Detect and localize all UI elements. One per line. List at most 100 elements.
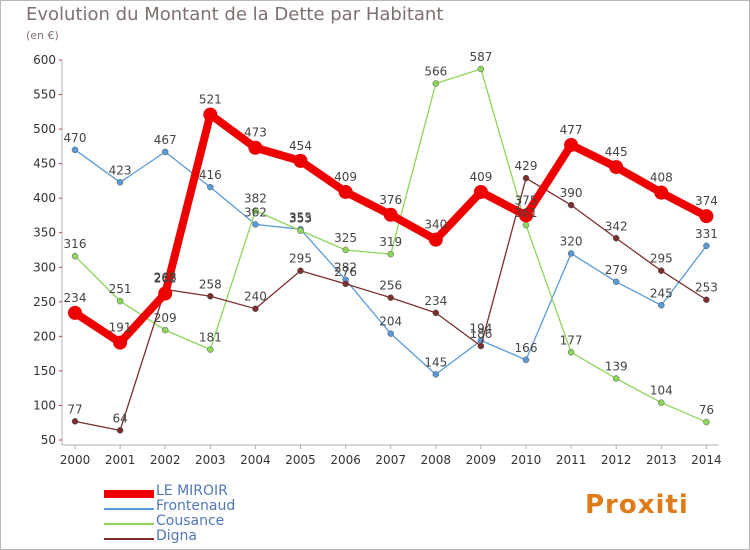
- data-point-le-miroir: [654, 185, 669, 200]
- logo-text: Proxiti: [585, 490, 689, 520]
- data-label-frontenaud: 204: [379, 315, 402, 329]
- data-label-cousance: 587: [469, 50, 492, 64]
- data-label-digna: 295: [289, 252, 312, 266]
- y-tick-label: 500: [33, 122, 56, 136]
- data-label-digna: 186: [469, 327, 492, 341]
- legend-label: LE MIROIR: [156, 483, 228, 499]
- y-tick-label: 200: [33, 329, 56, 343]
- x-tick-label: 2007: [375, 453, 406, 467]
- data-point-digna: [252, 305, 259, 312]
- data-label-frontenaud: 423: [109, 163, 132, 177]
- data-point-digna: [342, 280, 349, 288]
- data-label-le-miroir: 408: [650, 171, 673, 185]
- data-label-frontenaud: 355: [289, 210, 312, 224]
- data-label-cousance: 139: [605, 360, 628, 374]
- data-label-frontenaud: 145: [424, 355, 447, 369]
- data-point-cousance: [71, 252, 79, 260]
- legend-swatch: [104, 538, 154, 540]
- data-label-frontenaud: 362: [244, 205, 267, 219]
- data-label-le-miroir: 234: [64, 291, 87, 305]
- y-tick-label: 600: [33, 53, 56, 67]
- legend-label: Cousance: [156, 513, 225, 529]
- data-point-cousance: [477, 65, 485, 73]
- data-point-digna: [522, 174, 530, 182]
- data-label-digna: 256: [379, 279, 402, 293]
- proxiti-logo: Proxiti: [585, 490, 689, 520]
- data-point-le-miroir: [383, 207, 398, 222]
- data-label-cousance: 353: [289, 212, 312, 226]
- data-label-digna: 258: [199, 277, 222, 291]
- y-tick-label: 150: [33, 364, 56, 378]
- data-point-frontenaud: [612, 278, 620, 286]
- data-label-cousance: 566: [424, 64, 447, 78]
- y-tick-label: 400: [33, 191, 56, 205]
- data-label-frontenaud: 194: [469, 322, 492, 336]
- data-label-cousance: 76: [699, 403, 714, 417]
- data-point-frontenaud: [387, 330, 394, 337]
- data-label-frontenaud: 282: [334, 261, 357, 275]
- data-label-digna: 64: [112, 411, 127, 425]
- x-tick-label: 2003: [195, 453, 226, 467]
- data-point-le-miroir: [609, 160, 624, 175]
- x-tick-label: 2008: [421, 453, 452, 467]
- data-point-frontenaud: [567, 250, 575, 257]
- data-point-frontenaud: [252, 221, 259, 228]
- data-point-le-miroir: [519, 208, 533, 223]
- data-point-digna: [612, 235, 620, 242]
- data-label-cousance: 177: [560, 333, 583, 347]
- legend-label: Frontenaud: [156, 498, 236, 514]
- y-tick-label: 250: [33, 295, 56, 309]
- data-point-cousance: [161, 326, 169, 334]
- data-label-le-miroir: 409: [334, 170, 357, 184]
- data-point-cousance: [387, 250, 394, 258]
- data-point-digna: [703, 296, 710, 303]
- x-tick-label: 2014: [691, 453, 722, 467]
- data-point-le-miroir: [564, 137, 579, 152]
- data-label-cousance: 319: [379, 235, 402, 249]
- data-point-cousance: [658, 399, 665, 406]
- y-tick-label: 350: [33, 226, 56, 240]
- data-point-cousance: [342, 246, 349, 254]
- data-label-cousance: 316: [64, 237, 87, 251]
- data-label-cousance: 251: [109, 282, 132, 296]
- data-label-frontenaud: 331: [695, 227, 718, 241]
- data-point-cousance: [116, 297, 124, 305]
- data-point-cousance: [252, 207, 259, 214]
- data-label-digna: 240: [244, 290, 267, 304]
- data-point-frontenaud: [522, 356, 530, 364]
- data-label-cousance: 209: [154, 311, 177, 325]
- data-label-le-miroir: 262: [154, 272, 177, 286]
- x-tick-label: 2006: [330, 453, 361, 467]
- data-label-digna: 253: [695, 281, 718, 295]
- data-label-digna: 77: [67, 402, 82, 416]
- data-point-digna: [658, 267, 665, 274]
- data-label-frontenaud: 416: [199, 168, 222, 182]
- data-label-digna: 390: [560, 186, 583, 200]
- data-point-digna: [116, 427, 124, 434]
- data-point-le-miroir: [68, 305, 82, 320]
- data-label-cousance: 181: [199, 330, 222, 344]
- x-tick-label: 2013: [646, 453, 677, 467]
- data-point-le-miroir: [699, 209, 714, 224]
- data-point-digna: [387, 294, 394, 301]
- data-point-digna: [477, 342, 485, 350]
- x-tick-label: 2005: [285, 453, 316, 467]
- y-tick-label: 300: [33, 260, 56, 274]
- data-point-le-miroir: [473, 184, 488, 199]
- data-label-le-miroir: 521: [199, 93, 222, 107]
- data-label-frontenaud: 166: [515, 341, 538, 355]
- x-tick-label: 2011: [556, 453, 587, 467]
- x-tick-label: 2000: [60, 453, 91, 467]
- data-label-frontenaud: 279: [605, 263, 628, 277]
- data-point-digna: [71, 418, 79, 425]
- x-tick-label: 2002: [150, 453, 181, 467]
- data-point-cousance: [522, 221, 530, 229]
- data-label-le-miroir: 473: [244, 126, 267, 140]
- x-tick-label: 2012: [601, 453, 632, 467]
- data-label-cousance: 382: [244, 192, 267, 206]
- x-tick-label: 2010: [511, 453, 542, 467]
- data-point-digna: [432, 309, 440, 317]
- data-point-cousance: [432, 80, 440, 87]
- data-point-le-miroir: [293, 153, 308, 168]
